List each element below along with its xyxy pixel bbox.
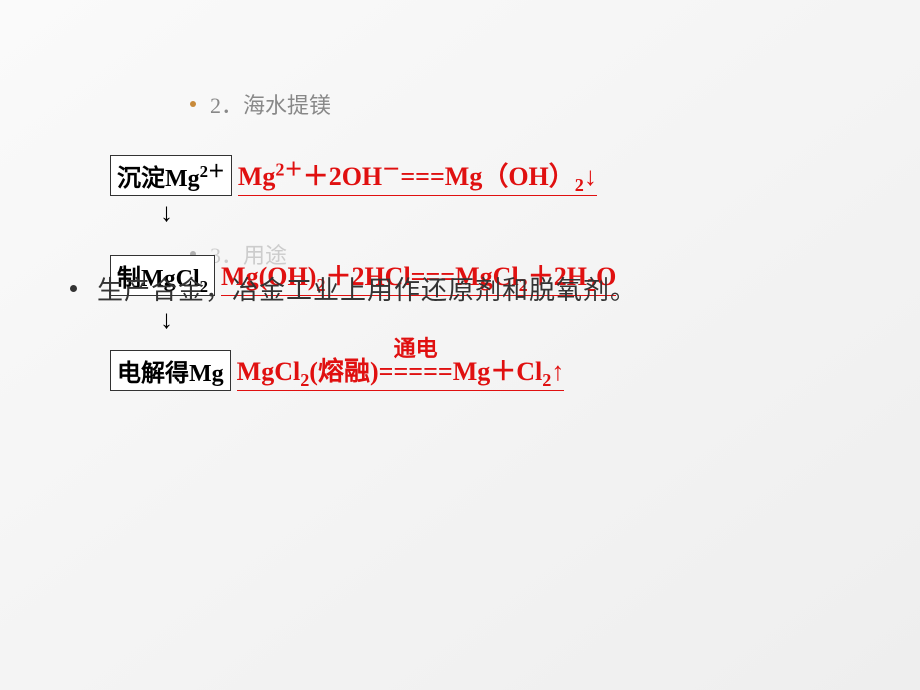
bullet-dot-3 bbox=[70, 285, 77, 292]
arrow-1: ↓ bbox=[160, 198, 173, 228]
usage-text: 生产合金，冶金工业上用作还原剂和脱氧剂。 bbox=[97, 270, 637, 307]
equation-3: MgCl2(熔融)通电=====Mg＋Cl2↑ bbox=[237, 351, 565, 391]
bullet-text-1: 2．海水提镁 bbox=[210, 88, 331, 120]
step1-row: 沉淀Mg2＋ Mg2＋＋2OH－===Mg（OH）2↓ bbox=[110, 155, 597, 196]
equation-1: Mg2＋＋2OH－===Mg（OH）2↓ bbox=[238, 156, 597, 196]
arrow-2: ↓ bbox=[160, 305, 173, 335]
bullet-line-1: 2．海水提镁 bbox=[190, 88, 331, 120]
bullet-dot-1 bbox=[190, 101, 196, 107]
step3-row: 电解得Mg MgCl2(熔融)通电=====Mg＋Cl2↑ bbox=[110, 350, 564, 391]
step3-box: 电解得Mg bbox=[110, 350, 231, 391]
step1-box: 沉淀Mg2＋ bbox=[110, 155, 232, 196]
usage-line: 生产合金，冶金工业上用作还原剂和脱氧剂。 bbox=[70, 270, 637, 307]
